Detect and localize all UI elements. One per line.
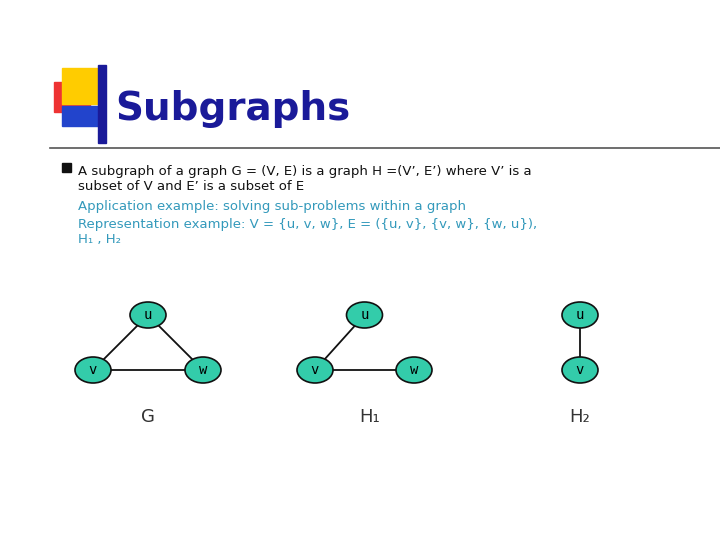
Ellipse shape	[75, 357, 111, 383]
Text: H₂: H₂	[570, 408, 590, 426]
Ellipse shape	[562, 302, 598, 328]
Text: A subgraph of a graph G = (V, E) is a graph H =(V’, E’) where V’ is a: A subgraph of a graph G = (V, E) is a gr…	[78, 165, 531, 178]
Text: u: u	[576, 308, 584, 322]
Bar	[62, 163, 71, 172]
Ellipse shape	[185, 357, 221, 383]
Text: w: w	[199, 363, 207, 377]
Ellipse shape	[396, 357, 432, 383]
Text: w: w	[410, 363, 418, 377]
Bar	[62, 106, 98, 126]
Text: v: v	[576, 363, 584, 377]
Ellipse shape	[346, 302, 382, 328]
Text: H₁: H₁	[359, 408, 380, 426]
Text: v: v	[89, 363, 97, 377]
Ellipse shape	[297, 357, 333, 383]
Ellipse shape	[130, 302, 166, 328]
Text: Application example: solving sub-problems within a graph: Application example: solving sub-problem…	[78, 200, 466, 213]
Text: Representation example: V = {u, v, w}, E = ({u, v}, {v, w}, {w, u}),: Representation example: V = {u, v, w}, E…	[78, 218, 537, 231]
Ellipse shape	[562, 357, 598, 383]
Text: subset of V and E’ is a subset of E: subset of V and E’ is a subset of E	[78, 180, 304, 193]
Bar	[54, 82, 90, 112]
Text: u: u	[360, 308, 369, 322]
Bar	[62, 68, 100, 104]
Text: v: v	[311, 363, 319, 377]
Text: u: u	[144, 308, 152, 322]
Text: Subgraphs: Subgraphs	[115, 90, 350, 128]
Bar	[98, 65, 106, 143]
Text: H₁ , H₂: H₁ , H₂	[78, 233, 121, 246]
Text: G: G	[141, 408, 155, 426]
